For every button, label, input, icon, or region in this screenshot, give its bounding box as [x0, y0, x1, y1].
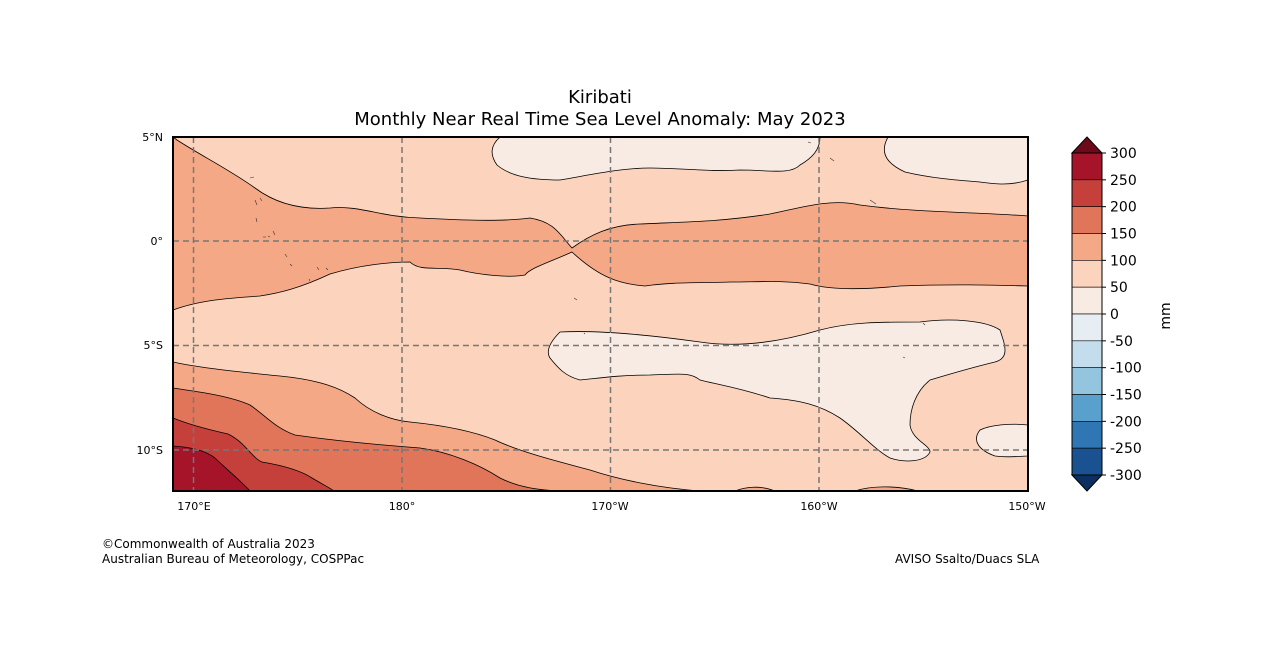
colorbar-cell — [1071, 340, 1103, 368]
map-title: Kiribati — [568, 87, 632, 108]
colorbar-unit-label: mm — [1158, 302, 1174, 329]
colorbar-cell — [1071, 286, 1103, 315]
map-subtitle: Monthly Near Real Time Sea Level Anomaly… — [354, 109, 846, 130]
contour-0-50-northeast — [883, 137, 1028, 185]
colorbar: 300 250 200 150 100 50 0 -50 -100 -150 -200 -250 -30… — [1070, 136, 1174, 492]
lon-tick-180: 180° — [389, 500, 416, 513]
credit-left-line2: Australian Bureau of Meteorology, COSPPa… — [102, 552, 365, 566]
lon-tick-150w: 150°W — [1008, 500, 1045, 513]
graticule — [173, 137, 1028, 491]
colorbar-cell — [1071, 233, 1103, 261]
colorbar-cell — [1071, 367, 1103, 395]
contour-0-50-east-patch — [976, 423, 1028, 458]
contour-fields — [173, 137, 1028, 491]
colorbar-tick-label: -50 — [1110, 334, 1133, 350]
contour-0-50-north — [491, 137, 821, 181]
contour-250-300-southwest — [173, 445, 251, 491]
colorbar-tick-label: 300 — [1110, 146, 1137, 162]
lon-tick-170w: 170°W — [591, 500, 628, 513]
colorbar-tick-label: -150 — [1110, 388, 1142, 404]
colorbar-tick-label: 150 — [1110, 227, 1137, 243]
lat-tick-5s: 5°S — [144, 339, 163, 352]
islands — [249, 141, 926, 359]
lat-tick-0: 0° — [151, 235, 164, 248]
colorbar-over-arrow — [1070, 136, 1104, 154]
colorbar-tick-label: 200 — [1110, 200, 1137, 216]
colorbar-tick-label: -300 — [1110, 468, 1142, 484]
colorbar-cell — [1071, 260, 1103, 288]
lat-tick-5n: 5°N — [142, 131, 163, 144]
credit-left-line1: ©Commonwealth of Australia 2023 — [102, 537, 315, 551]
contour-100-150-band — [173, 137, 1028, 311]
colorbar-tick-label: -250 — [1110, 441, 1142, 457]
colorbar-tick-label: -200 — [1110, 414, 1142, 430]
colorbar-tick-label: 100 — [1110, 253, 1137, 269]
colorbar-tick-label: -100 — [1110, 361, 1142, 377]
colorbar-cell — [1071, 394, 1103, 422]
colorbar-under-arrow — [1070, 474, 1104, 492]
map-frame — [172, 136, 1029, 492]
colorbar-tick-label: 0 — [1110, 307, 1119, 323]
lat-tick-10s: 10°S — [137, 444, 163, 457]
lon-tick-160w: 160°W — [800, 500, 837, 513]
colorbar-cell — [1071, 152, 1103, 181]
credit-right: AVISO Ssalto/Duacs SLA — [895, 552, 1040, 566]
lon-tick-170e: 170°E — [177, 500, 210, 513]
contour-0-50-south — [547, 319, 1006, 462]
colorbar-tick-label: 250 — [1110, 173, 1137, 189]
colorbar-cell — [1071, 313, 1103, 342]
colorbar-cell — [1071, 447, 1103, 476]
colorbar-tick-label: 50 — [1110, 280, 1128, 296]
colorbar-cell — [1071, 179, 1103, 207]
colorbar-cell — [1071, 206, 1103, 234]
colorbar-cell — [1071, 421, 1103, 449]
